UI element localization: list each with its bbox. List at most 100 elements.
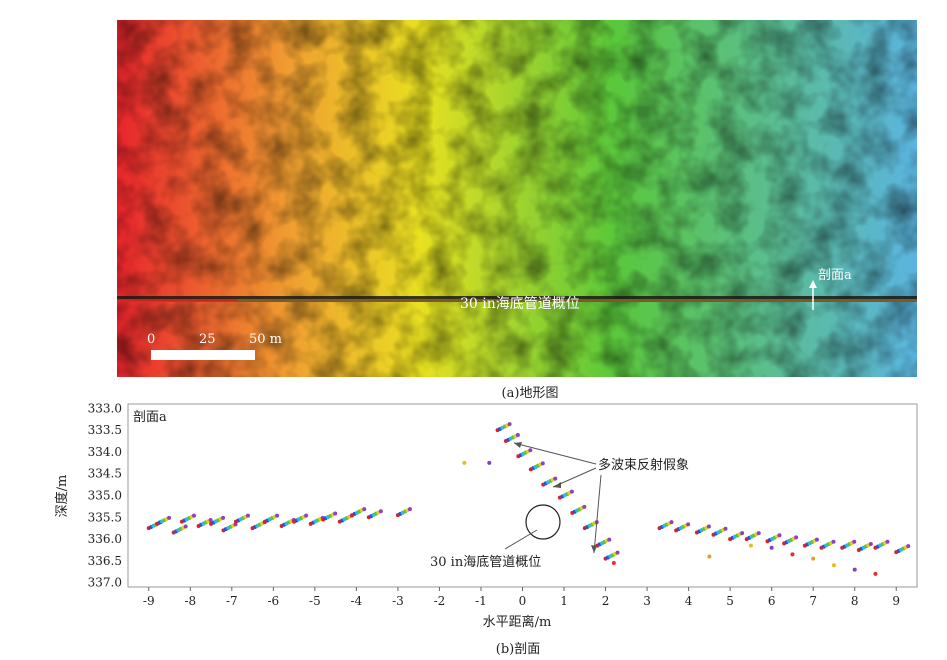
x-tick-label: -1 [475,594,487,608]
y-tick-label: 333.5 [88,423,122,437]
data-point [515,433,520,438]
data-point [167,515,172,520]
data-point [191,513,196,518]
pipe-circle [525,504,561,540]
data-point [706,524,711,529]
x-tick-label: 5 [726,594,734,608]
data-point [333,511,338,516]
annotation-multibeam: 多波束反射假象 [598,457,689,473]
data-point [304,513,309,518]
data-point [582,504,587,509]
scatter-point [611,561,616,566]
pipeline-line [117,299,917,302]
terrain-relief [117,20,917,377]
annotation-pipe: 30 in海底管道概位 [430,554,541,570]
data-point [569,489,574,494]
data-point [852,539,857,544]
data-point [756,531,761,536]
y-tick-label: 336.0 [88,532,122,546]
data-point [528,448,533,453]
y-tick-label: 337.0 [88,576,122,590]
x-tick-label: -6 [267,594,279,608]
pipeline-label: 30 in海底管道概位 [460,296,580,312]
y-tick-label: 336.5 [88,554,122,568]
x-axis-ticks: -9 -8 -7 -6 -5 -4 -3 -2 -1 0 1 2 3 4 5 6 7 8 9 [143,587,900,608]
data-point [208,518,213,522]
scatter-point [811,556,816,561]
pipeline-line-red [117,299,237,301]
data-point [378,509,383,514]
x-tick-label: 9 [892,594,900,608]
data-point [607,537,612,542]
data-point [362,507,367,512]
data-point [777,533,782,538]
x-tick-label: -2 [434,594,446,608]
scatter-point [790,552,795,557]
y-tick-label: 334.5 [88,467,122,481]
scatter-point [852,567,857,572]
data-point [553,476,558,481]
plot-frame [127,403,918,588]
section-label: 剖面a [818,268,852,283]
x-tick-label: -3 [392,594,404,608]
x-tick-label: 7 [809,594,817,608]
data-point [885,539,890,544]
data-point [868,541,873,546]
x-tick-label: 0 [519,594,527,608]
x-tick-label: 6 [768,594,776,608]
y-axis-label: 深度/m [54,475,70,518]
data-point [740,531,745,536]
data-point [245,513,250,518]
scale-bar: 0 25 50 m [147,332,282,360]
x-tick-label: -7 [226,594,238,608]
terrain-map: 30 in海底管道概位 剖面a 0 25 50 m [117,20,917,377]
caption-a: (a)地形图 [501,386,559,401]
annotation-arrow-3 [593,474,602,554]
data-point [615,550,620,555]
y-tick-label: 335.0 [88,489,122,503]
arrow-head-icon [591,545,597,553]
data-point [723,526,728,531]
scatter-point [462,460,467,465]
scatter-point [748,543,753,548]
y-tick-label: 333.0 [88,401,122,415]
caption-b: (b)剖面 [495,642,541,657]
data-points [146,422,911,576]
chart-title: 剖面a [133,410,167,425]
x-tick-label: -8 [184,594,196,608]
x-tick-label: 4 [685,594,693,608]
data-point [906,544,911,549]
arrow-head-icon [553,482,561,488]
x-tick-label: -9 [143,594,155,608]
arrow-head-icon [514,442,522,448]
y-tick-label: 335.5 [88,510,122,524]
scale-tick-25: 25 [199,332,216,347]
scale-tick-50: 50 m [249,332,282,347]
scatter-point [873,571,878,576]
scatter-point [707,554,712,559]
scatter-point [831,563,836,568]
annotation-arrow-4 [504,529,538,550]
data-point [831,539,836,544]
y-axis-ticks: 333.0 333.5 334.0 334.5 335.0 335.5 336.0 336.5… [88,401,122,589]
x-tick-label: 3 [643,594,651,608]
data-point [669,520,674,525]
y-tick-label: 334.0 [88,445,122,459]
data-point [686,522,691,527]
scale-bar-outline [202,350,255,360]
x-tick-label: -5 [309,594,321,608]
data-point [221,515,226,520]
annotation-arrow-1 [513,442,597,465]
data-point [183,524,188,529]
x-axis-label: 水平距离/m [483,614,552,630]
x-tick-label: 2 [602,594,610,608]
data-point [540,461,545,466]
x-tick-label: 8 [851,594,859,608]
data-point [407,507,412,512]
x-tick-label: -4 [351,594,363,608]
data-point [275,513,280,518]
section-arrow-icon [809,280,817,288]
x-tick-label: 1 [560,594,568,608]
data-point [794,535,799,540]
